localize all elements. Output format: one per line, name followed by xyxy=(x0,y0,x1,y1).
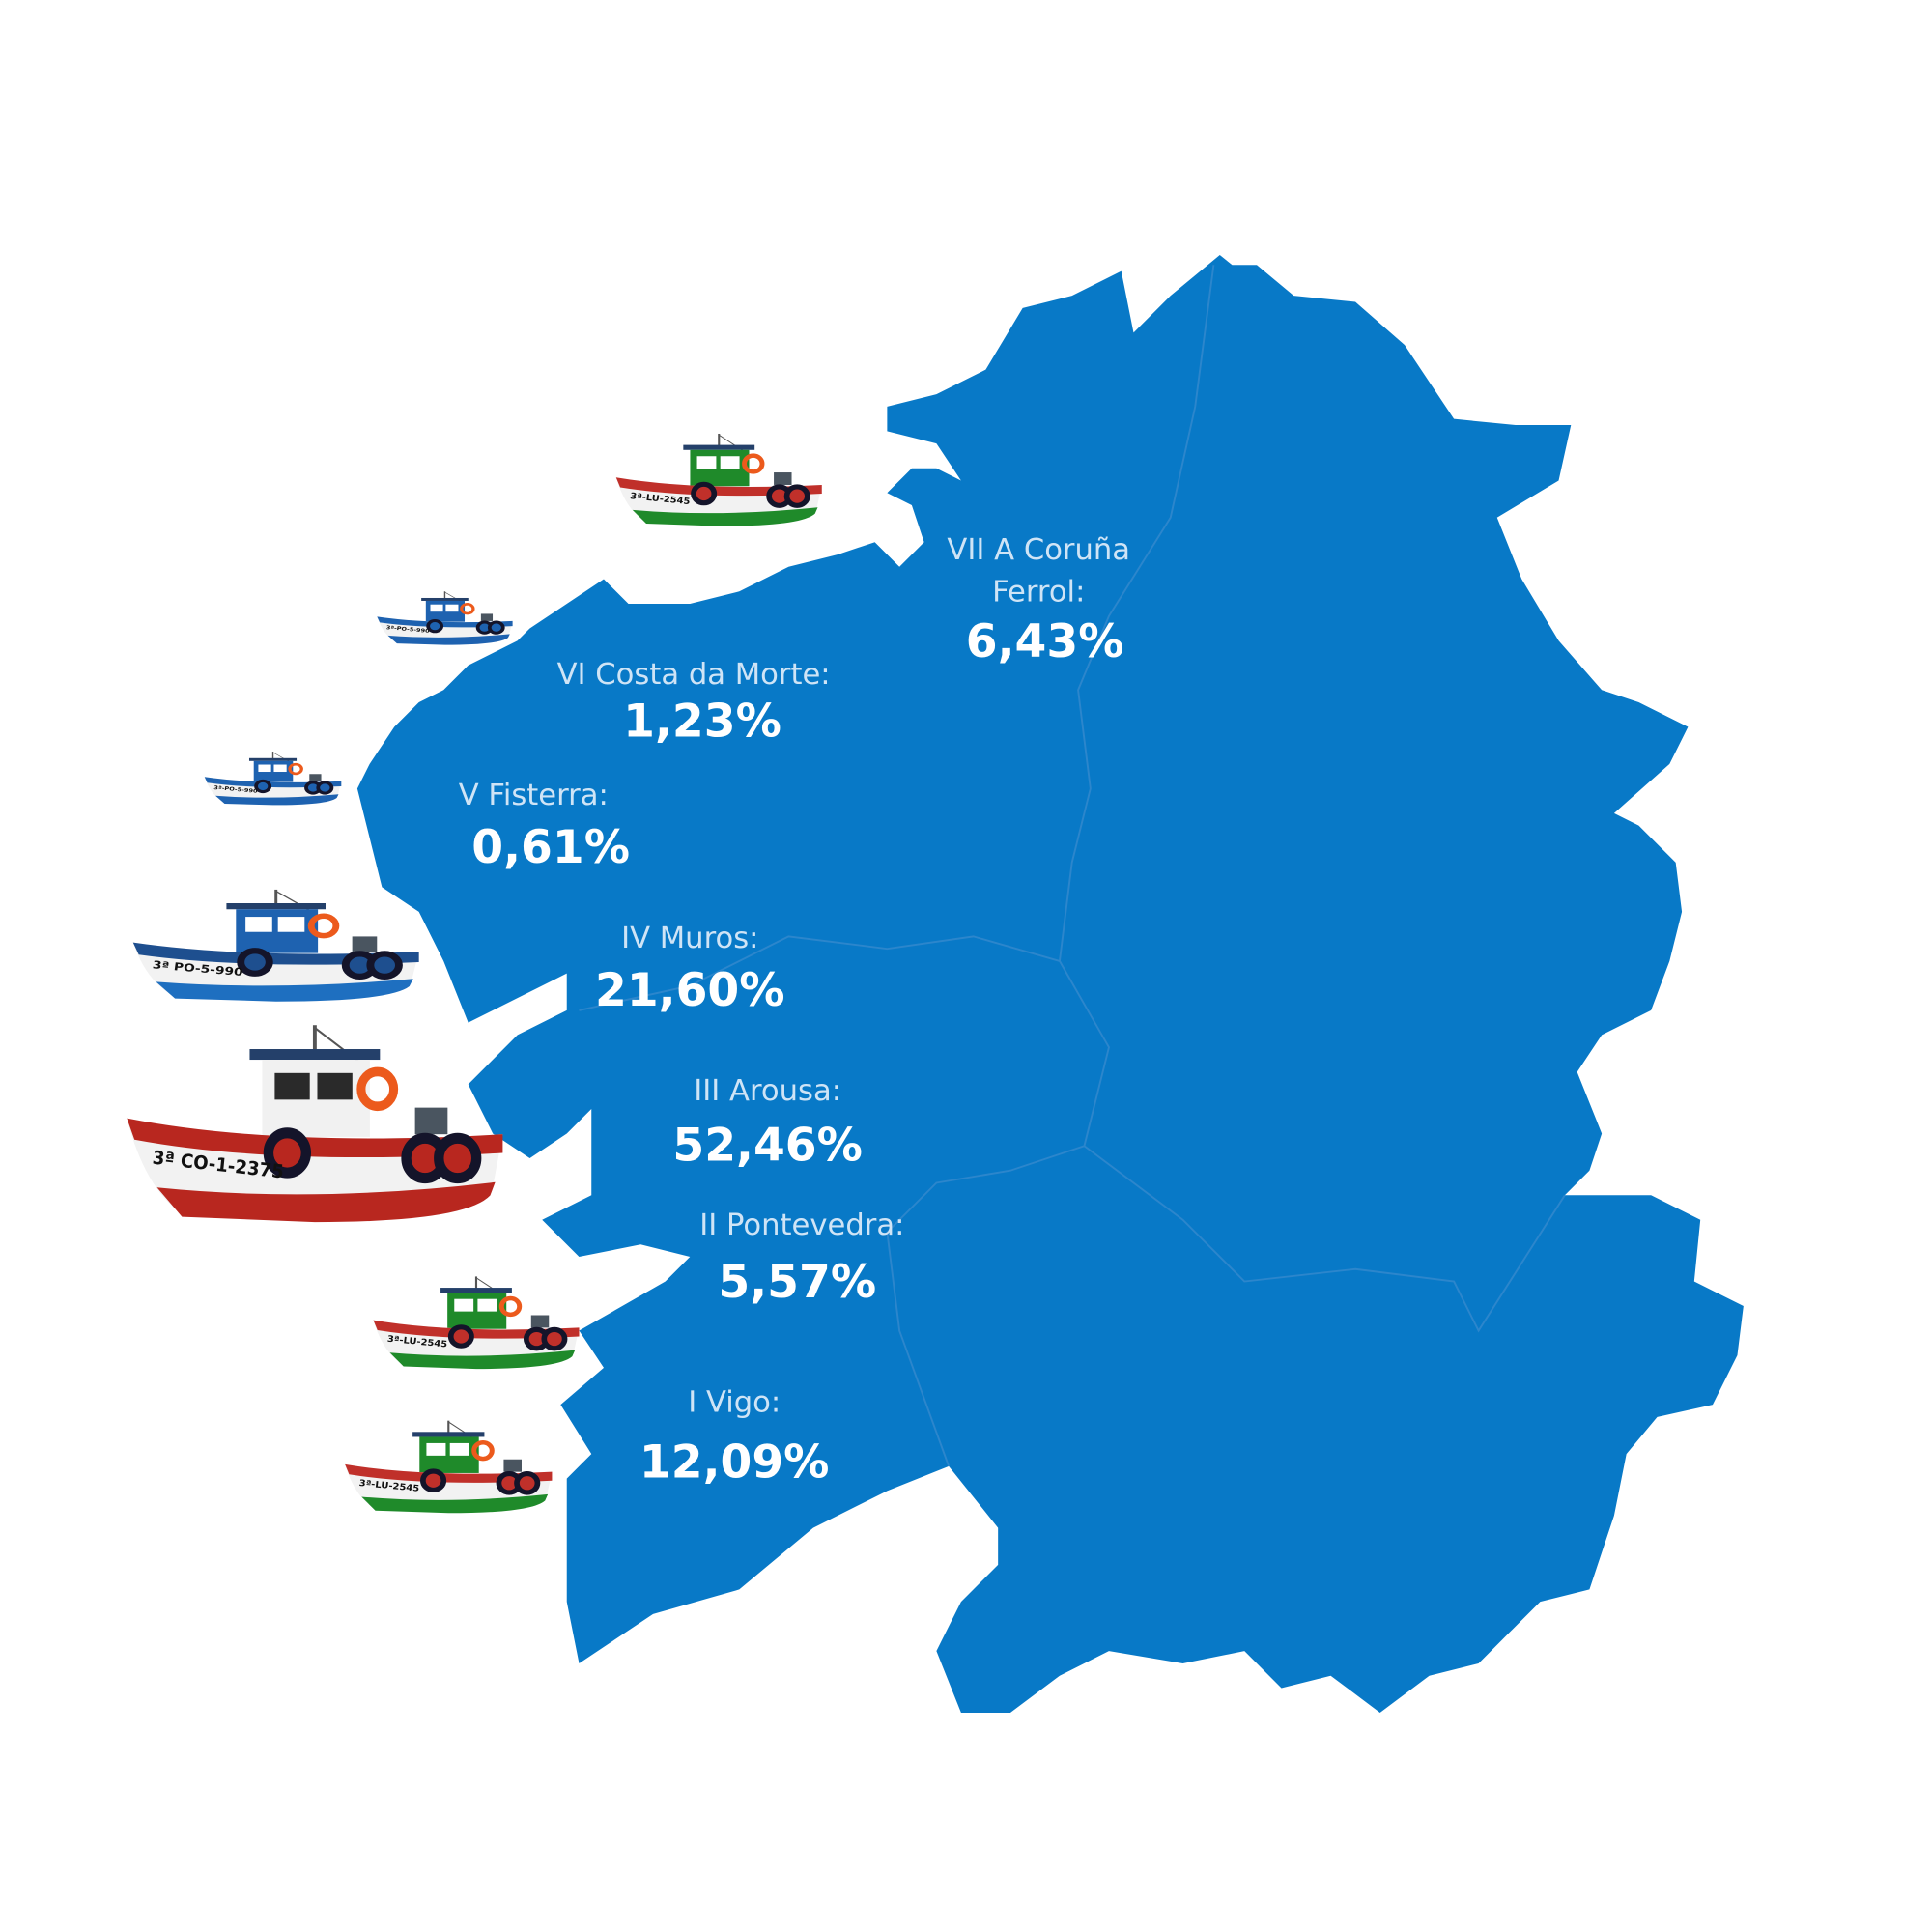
life-ring-icon xyxy=(460,603,475,615)
zone-label-ii-pontevedra: II Pontevedra: 5,57% xyxy=(699,1208,904,1309)
boat-hull-bottom xyxy=(215,794,339,806)
boat-hull-bottom xyxy=(156,979,413,1002)
boat-window xyxy=(258,764,271,773)
zone-label-iii-arousa: III Arousa: 52,46% xyxy=(672,1074,863,1173)
zone-label-v-fisterra: V Fisterra: 0,61% xyxy=(459,779,630,874)
zone-value: 1,23% xyxy=(623,696,781,749)
boat: 3ª-PO-5-990 xyxy=(204,752,342,806)
tire-fender xyxy=(254,779,272,794)
zone-name: III Arousa: xyxy=(694,1074,841,1108)
boat-window xyxy=(454,1298,474,1312)
boat: 3ª-PO-5-990 xyxy=(377,591,513,645)
boat-window xyxy=(245,917,272,932)
border-coruna-lugo xyxy=(1058,265,1215,962)
boat-window xyxy=(720,456,740,469)
zone-label-iv-muros: IV Muros: 21,60% xyxy=(595,922,785,1017)
boat-hull-bottom xyxy=(361,1493,549,1514)
galicia-landmass xyxy=(356,255,1744,1713)
boat: 3ª-LU-2545 xyxy=(345,1420,553,1514)
boat-winch xyxy=(774,472,792,485)
boat-roof xyxy=(248,757,298,761)
zone-name-line2: Ferrol: xyxy=(992,575,1085,609)
border-coruna-pontevedra xyxy=(579,935,1061,1011)
boat-window xyxy=(449,1442,469,1456)
zone-value: 52,46% xyxy=(672,1120,863,1173)
boat-hull-bottom xyxy=(389,1350,576,1370)
zone-label-i-vigo: I Vigo: 12,09% xyxy=(639,1386,830,1490)
boat-window xyxy=(317,1072,353,1100)
province-borders xyxy=(579,265,1566,1467)
boat-window xyxy=(445,604,459,612)
tire-fender xyxy=(237,948,273,977)
zone-value: 12,09% xyxy=(639,1435,830,1489)
zone-labels: VII A Coruña Ferrol: 6,43% VI Costa da M… xyxy=(459,533,1130,1489)
tire-fender xyxy=(434,1132,482,1184)
tire-fender xyxy=(691,481,718,506)
tire-fender xyxy=(426,619,444,634)
zone-name: V Fisterra: xyxy=(459,779,609,812)
boat: 3ª-LU-2545 xyxy=(615,433,822,526)
zone-value: 21,60% xyxy=(595,964,785,1017)
life-ring-icon xyxy=(742,453,765,474)
boat-window xyxy=(477,1298,497,1312)
zone-name: VII A Coruña xyxy=(947,533,1130,567)
life-ring-icon xyxy=(471,1440,495,1462)
tire-fender xyxy=(366,951,403,980)
life-ring-icon xyxy=(288,762,303,776)
border-pontevedra-ourense xyxy=(886,960,1110,1467)
boat-roof xyxy=(412,1432,485,1437)
boat-roof xyxy=(683,444,755,450)
boat: 3ª-LU-2545 xyxy=(373,1276,580,1370)
boat-roof xyxy=(249,1049,381,1061)
boat-winch xyxy=(530,1315,550,1328)
tire-fender xyxy=(263,1127,312,1179)
zone-value: 6,43% xyxy=(966,615,1124,668)
boat-winch xyxy=(352,936,378,952)
boat-window xyxy=(426,1442,446,1456)
boat-registration: 3ª-PO-5-990 xyxy=(385,625,430,635)
zone-name: IV Muros: xyxy=(621,922,758,955)
boat-registration: 3ª-PO-5-990 xyxy=(213,785,258,795)
border-lugo-ourense xyxy=(1083,1145,1566,1333)
boats: 3ª-LU-2545 3ª-PO-5-990 3ª-PO-5-990 3ª PO-5-… xyxy=(127,433,822,1514)
boat: 3ª PO-5-990 xyxy=(132,889,419,1002)
zone-label-vii-a-coruna-ferrol: VII A Coruña Ferrol: 6,43% xyxy=(947,533,1130,668)
life-ring-icon xyxy=(307,913,340,939)
tire-fender xyxy=(420,1468,447,1492)
boat-winch xyxy=(480,613,494,621)
zone-name: II Pontevedra: xyxy=(699,1208,904,1242)
boat: 3ª CO-1-2375 xyxy=(127,1025,503,1223)
zone-name: VI Costa da Morte: xyxy=(557,658,831,692)
tire-fender xyxy=(316,781,334,795)
zone-label-vi-costa-da-morte: VI Costa da Morte: 1,23% xyxy=(557,658,831,749)
boat-winch xyxy=(309,774,322,781)
life-ring-icon xyxy=(356,1066,399,1112)
boat-hull-bottom xyxy=(156,1181,496,1223)
boat-winch xyxy=(414,1107,448,1135)
boat-window xyxy=(274,1072,310,1100)
tire-fender xyxy=(783,484,810,508)
boat-hull-bottom xyxy=(632,507,818,526)
boat-window xyxy=(273,764,287,773)
boat-hull-bottom xyxy=(387,634,510,645)
boat-winch xyxy=(503,1459,522,1472)
tire-fender xyxy=(541,1326,568,1351)
zone-name: I Vigo: xyxy=(688,1386,781,1420)
boat-roof xyxy=(440,1288,512,1293)
boat-window xyxy=(696,456,717,469)
zone-value: 0,61% xyxy=(471,821,630,874)
boat-window xyxy=(430,604,443,612)
tire-fender xyxy=(514,1471,541,1495)
boat-roof xyxy=(421,597,469,601)
life-ring-icon xyxy=(498,1295,523,1318)
boat-window xyxy=(277,917,305,932)
tire-fender xyxy=(487,620,505,635)
tire-fender xyxy=(447,1324,474,1349)
boat-roof xyxy=(226,903,327,910)
zone-value: 5,57% xyxy=(718,1256,876,1309)
